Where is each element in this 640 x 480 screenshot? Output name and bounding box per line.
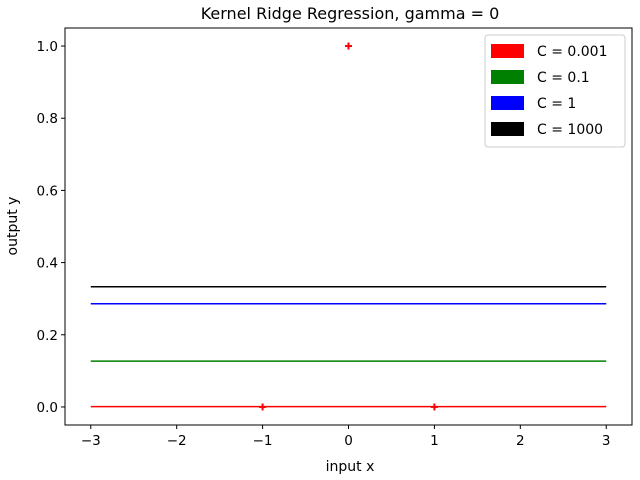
legend-swatch (491, 70, 524, 84)
x-tick-label: 3 (602, 433, 611, 449)
data-point-plus (430, 403, 438, 411)
data-point-plus (345, 42, 352, 50)
x-tick-label: 0 (344, 433, 353, 449)
chart-title: Kernel Ridge Regression, gamma = 0 (201, 4, 500, 23)
legend-swatch (491, 44, 524, 58)
y-tick-label: 0.0 (37, 400, 58, 416)
legend-swatch (491, 96, 524, 110)
plot-points (259, 42, 438, 411)
legend: C = 0.001 C = 0.1 C = 1 C = 1000 (484, 34, 626, 148)
y-tick-label: 0.6 (37, 183, 58, 199)
legend-label: C = 1 (537, 96, 576, 112)
legend-swatch (491, 122, 524, 136)
y-tick-label: 1.0 (37, 39, 58, 55)
y-tick-label: 0.4 (37, 256, 58, 272)
x-tick-label: −1 (253, 433, 273, 449)
legend-box (484, 34, 626, 148)
x-tick-label: 1 (430, 433, 439, 449)
legend-label: C = 0.1 (537, 70, 590, 86)
x-axis-label: input x (326, 459, 375, 475)
legend-label: C = 1000 (537, 122, 603, 138)
x-axis-ticks: −3 −2 −1 0 1 2 3 (81, 425, 611, 449)
y-axis-ticks: 0.0 0.2 0.4 0.6 0.8 1.0 (37, 39, 65, 416)
y-tick-label: 0.2 (37, 328, 58, 344)
plot-lines (90, 286, 607, 408)
data-point-plus (259, 403, 267, 411)
x-tick-label: −2 (167, 433, 187, 449)
x-tick-label: 2 (516, 433, 525, 449)
y-axis-label: output y (5, 197, 21, 256)
y-tick-label: 0.8 (37, 111, 58, 127)
x-tick-label: −3 (81, 433, 101, 449)
legend-label: C = 0.001 (537, 44, 608, 60)
